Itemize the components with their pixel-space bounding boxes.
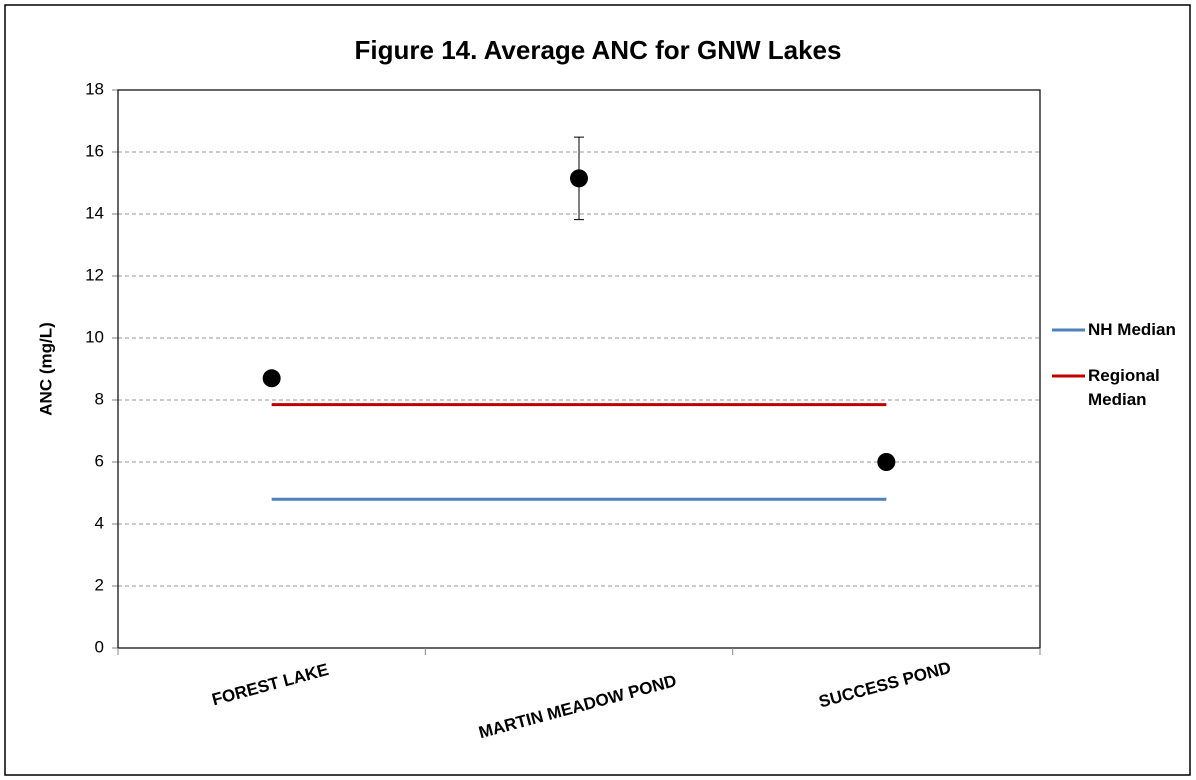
chart-title: Figure 14. Average ANC for GNW Lakes: [355, 35, 842, 65]
legend-label: NH Median: [1088, 320, 1176, 339]
y-tick-label: 0: [95, 637, 104, 656]
plot-border: [117, 89, 1041, 649]
data-point: [570, 169, 588, 188]
data-point: [262, 369, 281, 388]
legend-label: Regional Median: [1088, 366, 1160, 409]
y-tick-label: 6: [95, 451, 104, 470]
y-tick-label: 4: [95, 513, 104, 532]
y-tick-label: 8: [95, 389, 104, 408]
data-point: [877, 453, 896, 471]
y-tick-label: 18: [85, 79, 104, 98]
y-tick-label: 10: [85, 327, 104, 346]
y-tick-label: 2: [95, 575, 104, 594]
y-tick-label: 16: [85, 141, 104, 160]
y-tick-label: 14: [85, 203, 104, 222]
y-axis-label: ANC (mg/L): [36, 322, 55, 415]
y-tick-label: 12: [85, 265, 104, 284]
